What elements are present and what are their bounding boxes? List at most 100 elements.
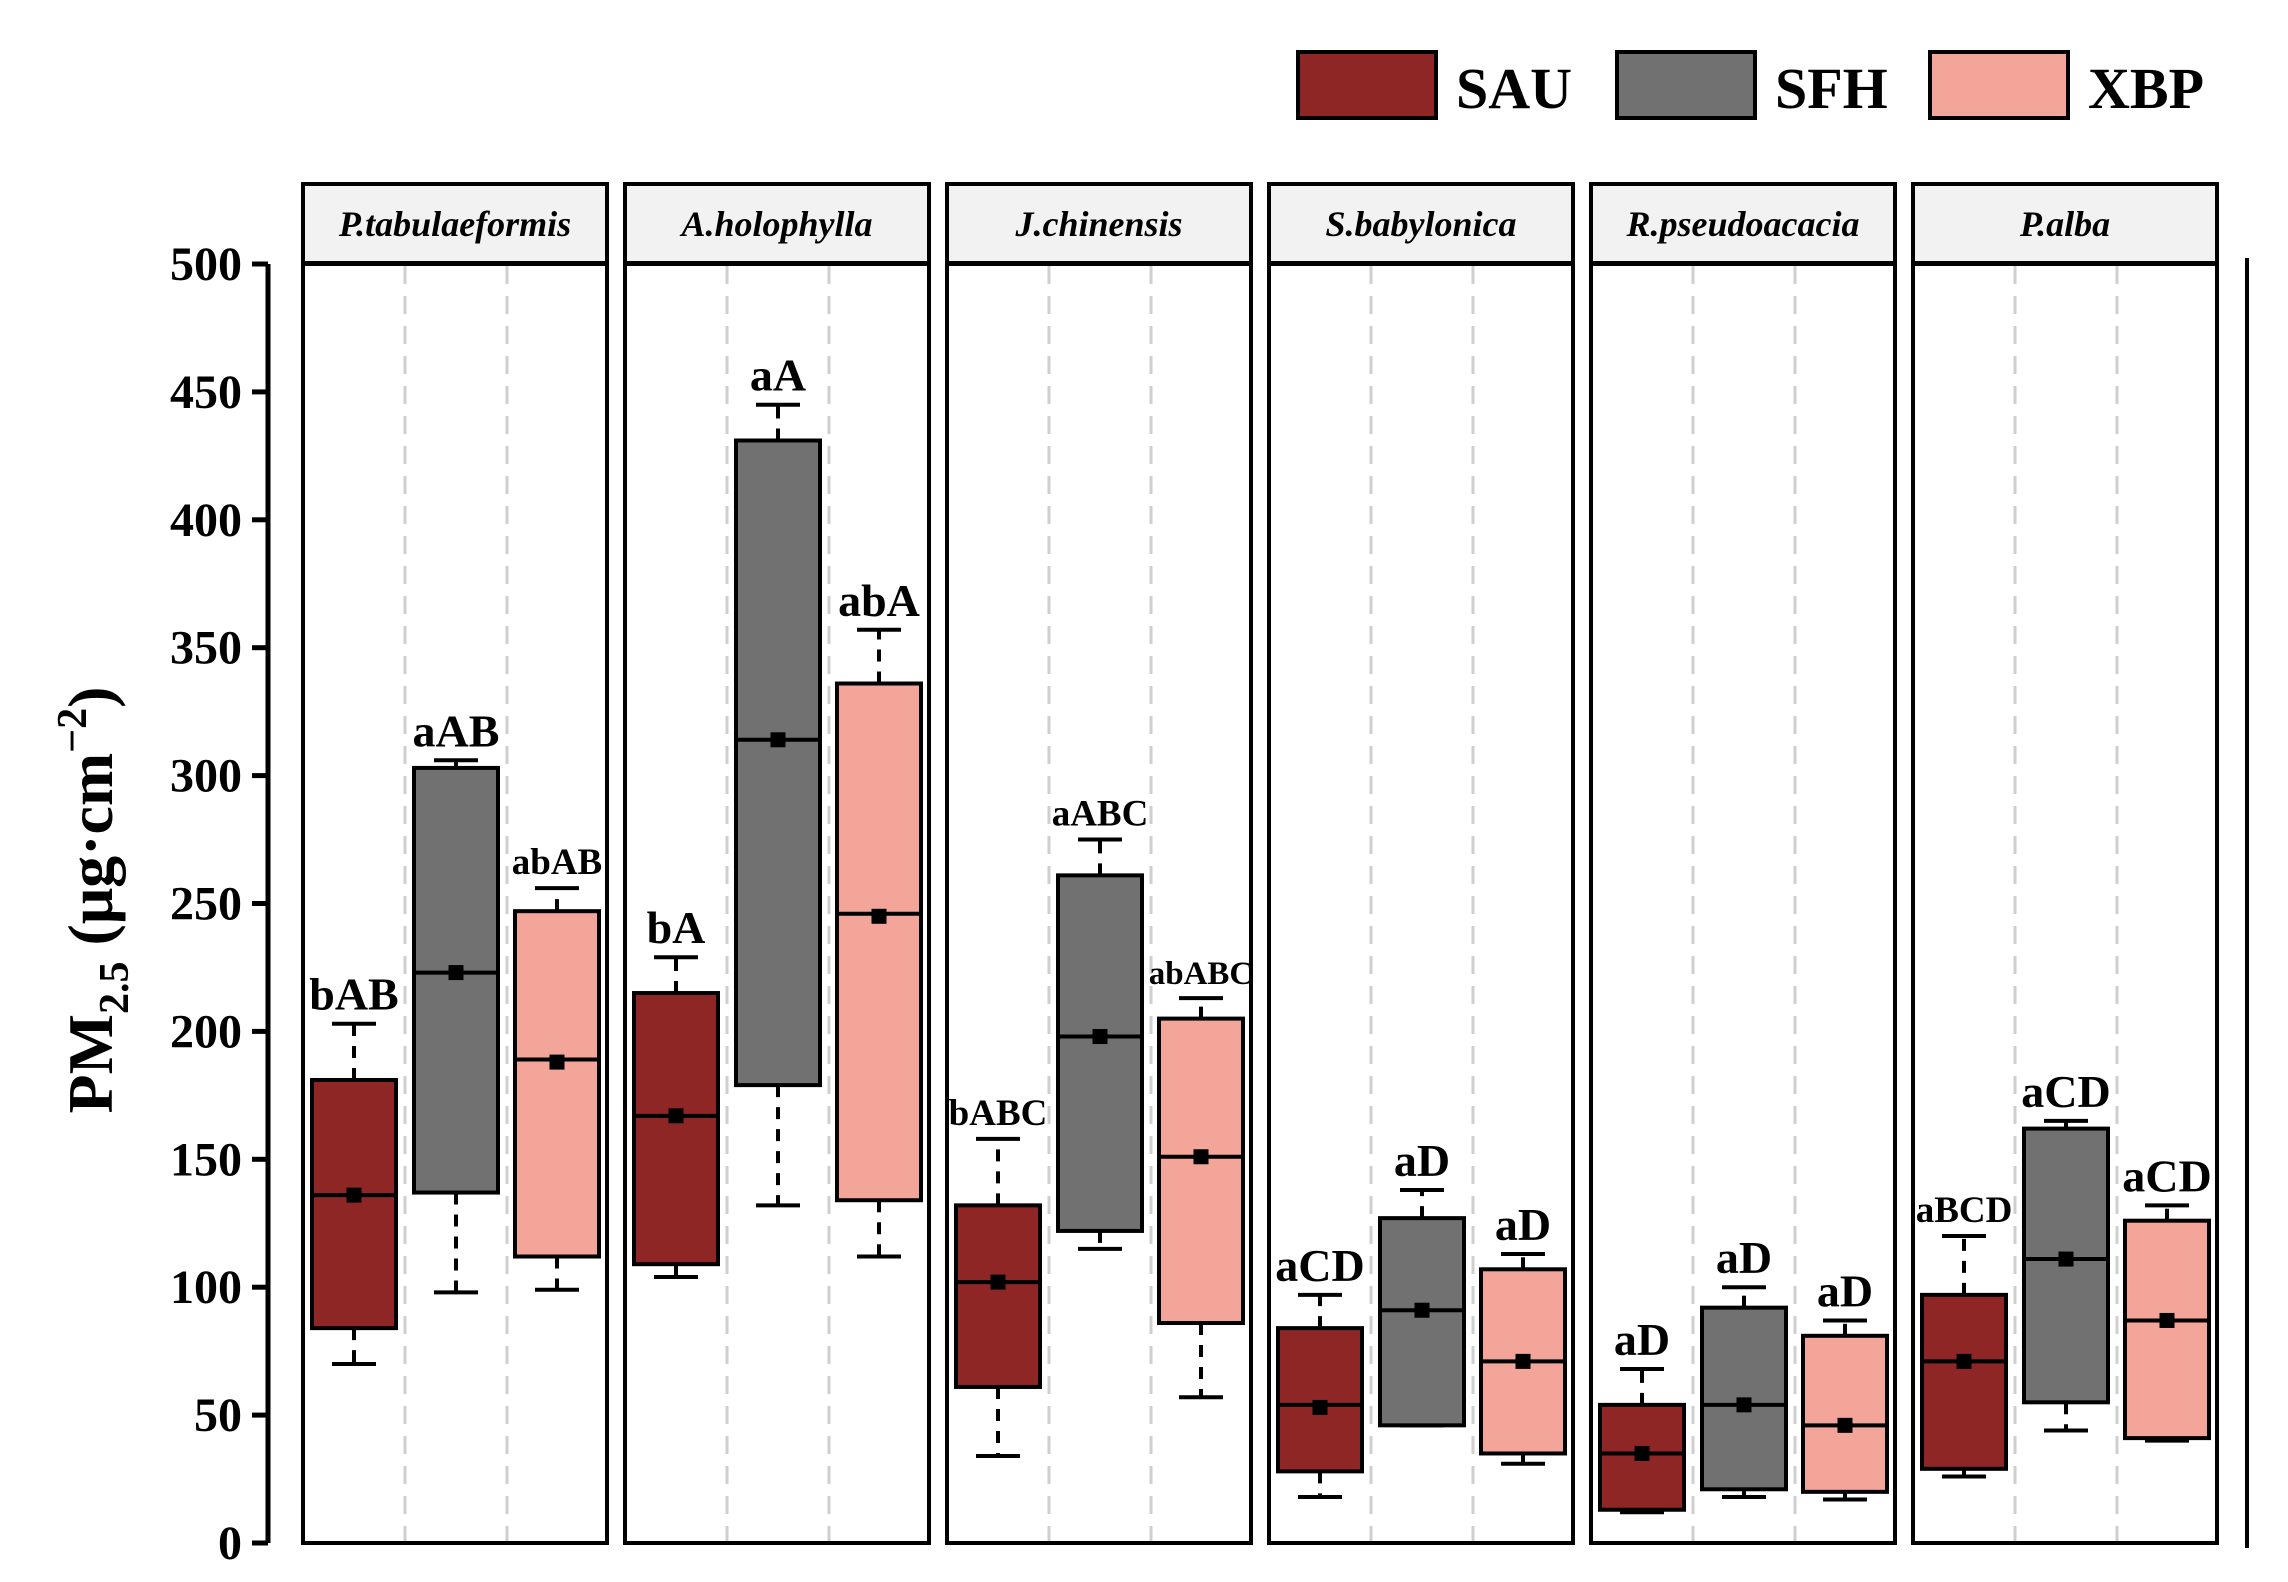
significance-label: abABC xyxy=(1149,956,1254,992)
legend-item-xbp: XBP xyxy=(1928,50,2204,121)
legend-swatch xyxy=(1615,50,1757,120)
mean-marker xyxy=(1634,1445,1650,1461)
mean-marker xyxy=(2159,1312,2175,1328)
mean-marker xyxy=(2058,1251,2074,1267)
panels-group: P.tabulaeformis bAB aAB abAB A.holophylla bA a… xyxy=(301,182,2219,1545)
box-sau: aBCD xyxy=(1916,1190,2012,1479)
box-xbp: aD xyxy=(1479,1199,1567,1466)
strip-background xyxy=(1589,182,1897,265)
significance-label: aD xyxy=(1817,1265,1873,1316)
significance-label: bA xyxy=(647,902,706,953)
significance-label: aD xyxy=(1495,1199,1551,1250)
box-sau: aCD xyxy=(1275,1240,1365,1499)
strip-background xyxy=(1911,182,2219,265)
y-tick-label: 200 xyxy=(170,1005,242,1058)
y-tick-label: 400 xyxy=(170,494,242,547)
legend-swatch xyxy=(1296,50,1438,120)
y-axis-title-units: (μg·cm xyxy=(55,753,126,962)
mean-marker xyxy=(668,1108,684,1124)
significance-label: aCD xyxy=(1275,1240,1364,1291)
legend-swatch xyxy=(1928,50,2070,120)
significance-label: aCD xyxy=(2021,1066,2110,1117)
box-body xyxy=(412,765,500,1195)
panel-2: A.holophylla bA aA abA xyxy=(623,182,931,1545)
y-tick-label: 450 xyxy=(170,366,242,419)
legend: SAU SFH XBP xyxy=(1296,50,2204,121)
box-sau: bAB xyxy=(309,969,399,1366)
panel-4: S.babylonica aCD aD aD xyxy=(1267,182,1575,1545)
mean-marker xyxy=(1414,1302,1430,1318)
mean-marker xyxy=(346,1187,362,1203)
box-body xyxy=(1378,1216,1466,1428)
box-body xyxy=(513,909,601,1259)
y-axis: 0 50 100 150 200 250 300 350 400 450 500 xyxy=(170,238,271,1570)
mean-marker xyxy=(1092,1029,1108,1045)
y-axis-title-close: ) xyxy=(55,687,126,708)
significance-label: abAB xyxy=(512,842,602,883)
mean-marker xyxy=(448,965,464,981)
box-body xyxy=(1920,1292,2008,1471)
panel-3: J.chinensis bABC aABC abABC xyxy=(945,182,1254,1545)
box-body xyxy=(310,1078,398,1331)
significance-label: aD xyxy=(1394,1135,1450,1186)
panel-1: P.tabulaeformis bAB aAB abAB xyxy=(301,182,609,1545)
mean-marker xyxy=(990,1274,1006,1290)
box-sau: aD xyxy=(1598,1314,1686,1515)
significance-label: aAB xyxy=(413,705,500,756)
mean-marker xyxy=(549,1054,565,1070)
box-sfh: aA xyxy=(734,350,822,1208)
box-sfh: aD xyxy=(1700,1232,1788,1499)
strip-label: A.holophylla xyxy=(679,204,872,244)
box-xbp: abAB xyxy=(512,842,602,1292)
legend-item-sau: SAU xyxy=(1296,50,1572,121)
y-tick-label: 100 xyxy=(170,1261,242,1314)
box-body xyxy=(632,991,720,1267)
mean-marker xyxy=(871,908,887,924)
legend-label: SAU xyxy=(1456,56,1572,121)
box-sfh: aAB xyxy=(412,705,500,1295)
significance-label: bABC xyxy=(949,1093,1048,1134)
box-sfh: aD xyxy=(1378,1135,1466,1428)
significance-label: aCD xyxy=(2122,1150,2211,1201)
mean-marker xyxy=(1193,1149,1209,1165)
y-tick-label: 0 xyxy=(218,1517,242,1570)
y-axis-title-superscript: −2 xyxy=(50,708,96,753)
box-xbp: abA xyxy=(835,575,923,1259)
legend-label: SFH xyxy=(1775,56,1888,121)
strip-background xyxy=(1267,182,1575,265)
strip-label: J.chinensis xyxy=(1014,204,1182,244)
box-body xyxy=(954,1203,1042,1389)
significance-label: aD xyxy=(1614,1314,1670,1365)
y-tick-label: 350 xyxy=(170,622,242,675)
box-body xyxy=(2123,1218,2211,1441)
panel-5: R.pseudoacacia aD aD aD xyxy=(1589,182,1897,1545)
strip-label: P.alba xyxy=(2019,204,2110,244)
box-xbp: aD xyxy=(1801,1265,1889,1502)
y-tick-label: 50 xyxy=(194,1389,242,1442)
box-body xyxy=(835,681,923,1203)
significance-label: aABC xyxy=(1052,794,1149,835)
strip-background xyxy=(301,182,609,265)
significance-label: abA xyxy=(838,575,920,626)
y-tick-label: 150 xyxy=(170,1133,242,1186)
mean-marker xyxy=(1956,1353,1972,1369)
legend-label: XBP xyxy=(2088,56,2204,121)
strip-background xyxy=(623,182,931,265)
box-xbp: abABC xyxy=(1149,956,1254,1400)
y-axis-title: PM2.5 (μg·cm−2) xyxy=(50,687,138,1114)
y-tick-label: 250 xyxy=(170,878,242,931)
mean-marker xyxy=(770,732,786,748)
box-body xyxy=(1276,1326,1364,1474)
y-tick-label: 300 xyxy=(170,750,242,803)
box-body xyxy=(1157,1016,1245,1326)
box-sau: bABC xyxy=(949,1093,1048,1459)
mean-marker xyxy=(1736,1397,1752,1413)
y-tick-label: 500 xyxy=(170,238,242,291)
box-body xyxy=(1056,873,1144,1233)
strip-label: S.babylonica xyxy=(1325,204,1516,244)
y-axis-title-base: PM xyxy=(55,1014,126,1114)
box-body xyxy=(734,438,822,1088)
